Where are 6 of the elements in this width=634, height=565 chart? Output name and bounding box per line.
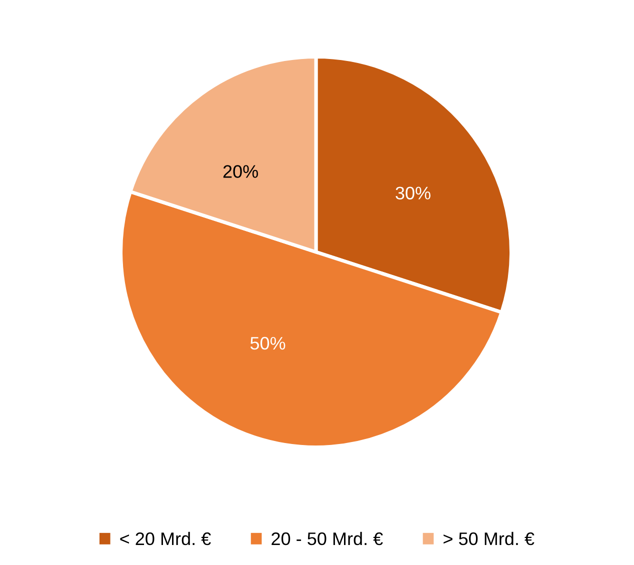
legend-label: > 50 Mrd. €: [444, 532, 534, 546]
data-label: 20%: [223, 165, 258, 178]
data-label: 50%: [250, 336, 286, 350]
legend-label: 20 - 50 Mrd. €: [272, 532, 383, 546]
legend-label: < 20 Mrd. €: [120, 532, 211, 546]
data-label: 30%: [396, 186, 430, 200]
